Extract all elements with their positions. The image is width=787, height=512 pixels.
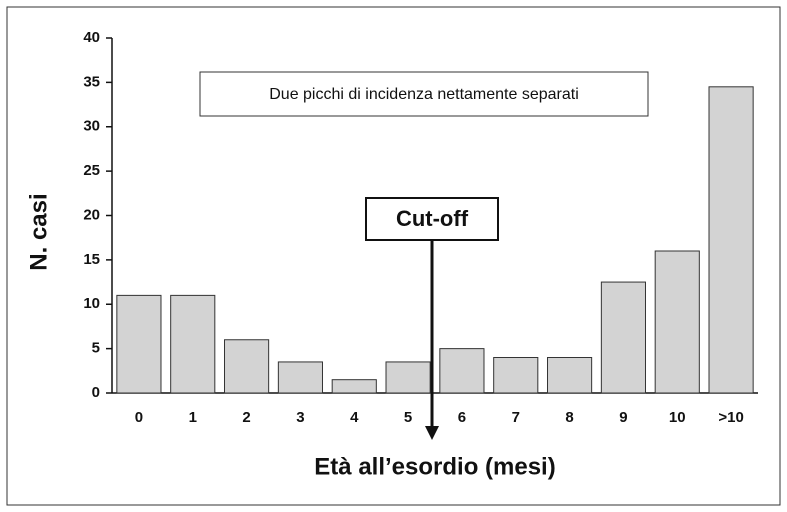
bar xyxy=(493,357,539,394)
bar xyxy=(331,379,377,394)
y-tick-label: 5 xyxy=(92,340,100,357)
arrow-head xyxy=(425,426,439,440)
x-tick-label: 6 xyxy=(458,409,466,426)
x-tick-label: 2 xyxy=(242,409,250,426)
bar xyxy=(385,361,431,394)
y-tick-label: 10 xyxy=(83,295,100,312)
x-tick-label: 7 xyxy=(512,409,520,426)
bar xyxy=(170,294,216,394)
y-tick-label: 35 xyxy=(83,73,100,90)
x-tick-label: 10 xyxy=(669,409,686,426)
x-tick-label: 5 xyxy=(404,409,412,426)
x-tick-label: 9 xyxy=(619,409,627,426)
annotation: Due picchi di incidenza nettamente separ… xyxy=(269,86,579,103)
bar xyxy=(277,361,323,394)
x-tick-label: 1 xyxy=(189,409,197,426)
x-axis-title: Età all’esordio (mesi) xyxy=(314,453,555,480)
x-tick-label: 0 xyxy=(135,409,143,426)
bar xyxy=(600,281,646,394)
bar xyxy=(439,348,485,394)
annotation-box xyxy=(199,71,649,117)
y-tick-label: 20 xyxy=(83,206,100,223)
annotation: Cut-off xyxy=(396,206,469,231)
x-tick-label: >10 xyxy=(718,409,743,426)
cutoff-box xyxy=(365,197,499,241)
x-tick-label: 8 xyxy=(565,409,573,426)
x-tick-label: 4 xyxy=(350,409,359,426)
y-tick-label: 15 xyxy=(83,251,100,268)
bar xyxy=(224,339,270,394)
bar xyxy=(708,86,754,394)
bar xyxy=(547,357,593,394)
bar xyxy=(116,294,162,394)
y-tick-label: 25 xyxy=(83,162,100,179)
y-tick-label: 40 xyxy=(83,29,100,46)
x-tick-label: 3 xyxy=(296,409,304,426)
y-tick-label: 30 xyxy=(83,118,100,135)
y-tick-label: 0 xyxy=(92,384,100,401)
bar xyxy=(654,250,700,394)
y-axis-title: N. casi xyxy=(25,193,52,270)
